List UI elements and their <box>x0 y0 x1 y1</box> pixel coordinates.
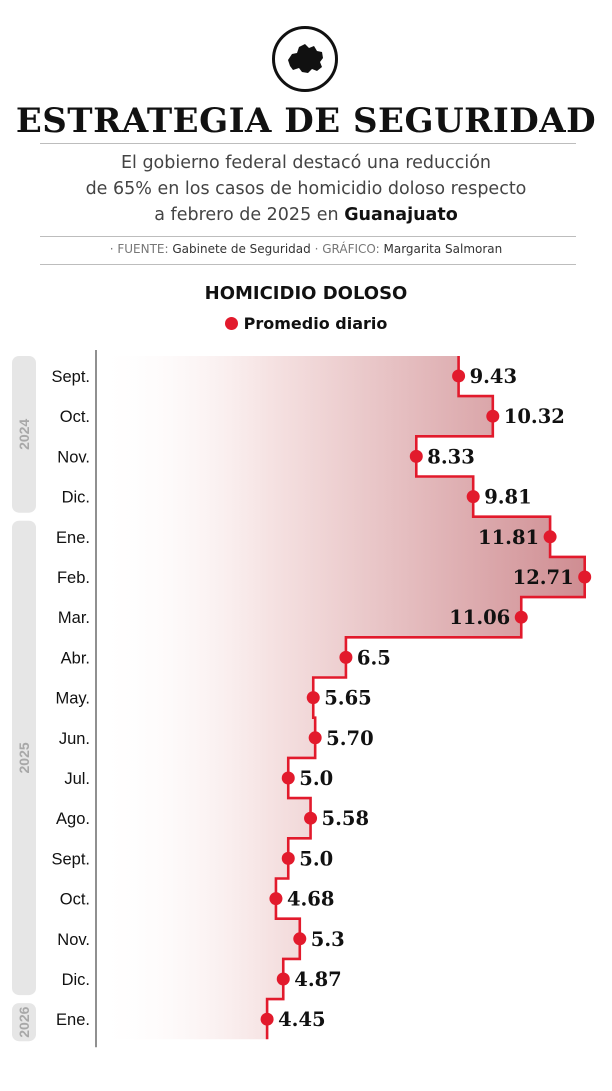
data-point <box>269 892 283 906</box>
credits-top-divider <box>40 236 576 237</box>
data-point <box>308 731 322 745</box>
data-point <box>304 811 318 825</box>
data-label: 5.65 <box>324 687 372 710</box>
data-label: 9.81 <box>484 486 531 509</box>
category-label: Nov. <box>57 448 90 466</box>
subtitle-line-3: a febrero de 2025 en Guanajuato <box>40 202 572 228</box>
data-point <box>543 530 557 544</box>
legend-dot <box>224 317 238 330</box>
legend-label: Promedio diario <box>243 314 388 333</box>
data-label: 5.3 <box>311 928 345 951</box>
year-label: 2026 <box>16 1006 32 1037</box>
chart-legend: Promedio diario <box>0 314 612 333</box>
subtitle-line-1: El gobierno federal destacó una reducció… <box>120 153 492 173</box>
data-label: 9.43 <box>470 365 518 388</box>
data-point <box>486 409 500 423</box>
data-label: 6.5 <box>357 646 391 669</box>
year-label: 2024 <box>16 419 32 450</box>
category-label: Oct. <box>60 891 90 909</box>
credits-line: · FUENTE: Gabinete de Seguridad · GRÁFIC… <box>0 242 612 256</box>
subtitle-line-3-text: a febrero de 2025 en <box>154 205 345 225</box>
data-label: 8.33 <box>427 445 475 468</box>
subtitle-line-2: de 65% en los casos de homicidio doloso … <box>85 179 527 199</box>
data-label: 11.81 <box>478 526 539 549</box>
data-label: 10.32 <box>504 405 565 428</box>
data-point <box>409 449 423 463</box>
subtitle-state-name: Guanajuato <box>344 205 458 225</box>
data-point <box>281 851 295 865</box>
category-label: Feb. <box>57 569 90 587</box>
category-label: Oct. <box>60 408 90 426</box>
category-label: Abr. <box>61 649 90 667</box>
year-band <box>12 520 36 996</box>
source-label: · FUENTE: <box>109 242 169 256</box>
data-label: 11.06 <box>449 606 510 629</box>
data-point <box>281 771 295 785</box>
category-label: Jul. <box>64 770 90 788</box>
graphic-value: Margarita Salmoran <box>383 242 503 256</box>
data-label: 4.87 <box>294 968 342 991</box>
data-point <box>339 650 353 664</box>
year-label: 2025 <box>16 742 32 773</box>
category-label: Jun. <box>59 730 90 748</box>
guanajuato-map-icon <box>272 26 338 92</box>
data-point <box>260 1012 274 1026</box>
data-point <box>293 932 307 946</box>
data-point <box>578 570 592 584</box>
data-label: 5.0 <box>299 847 333 870</box>
data-label: 5.0 <box>299 767 333 790</box>
data-point <box>466 490 480 504</box>
title-divider <box>40 143 576 144</box>
data-point <box>452 369 466 383</box>
category-label: Mar. <box>58 609 90 627</box>
data-label: 4.68 <box>287 888 335 911</box>
category-label: Sept. <box>51 850 90 868</box>
category-label: Dic. <box>62 971 90 989</box>
data-point <box>276 972 290 986</box>
page-title: ESTRATEGIA DE SEGURIDAD <box>15 101 597 141</box>
credits-bottom-divider <box>40 264 576 265</box>
data-point <box>306 691 320 705</box>
category-label: Ene. <box>56 529 90 547</box>
category-label: Ago. <box>56 810 90 828</box>
data-label: 5.70 <box>326 727 374 750</box>
data-point <box>514 610 528 624</box>
category-label: Dic. <box>62 489 90 507</box>
category-label: Ene. <box>56 1011 90 1029</box>
graphic-label: · GRÁFICO: <box>314 242 380 256</box>
data-label: 5.58 <box>322 807 370 830</box>
year-band <box>12 356 36 513</box>
subtitle: El gobierno federal destacó una reducció… <box>40 150 572 228</box>
source-value: Gabinete de Seguridad <box>172 242 311 256</box>
data-label: 4.45 <box>278 1008 326 1031</box>
area-fill <box>96 356 585 1040</box>
year-band <box>12 1003 36 1042</box>
category-label: May. <box>55 690 90 708</box>
category-label: Sept. <box>51 368 90 386</box>
chart-title: HOMICIDIO DOLOSO <box>204 283 408 304</box>
category-label: Nov. <box>57 931 90 949</box>
data-label: 12.71 <box>513 566 574 589</box>
